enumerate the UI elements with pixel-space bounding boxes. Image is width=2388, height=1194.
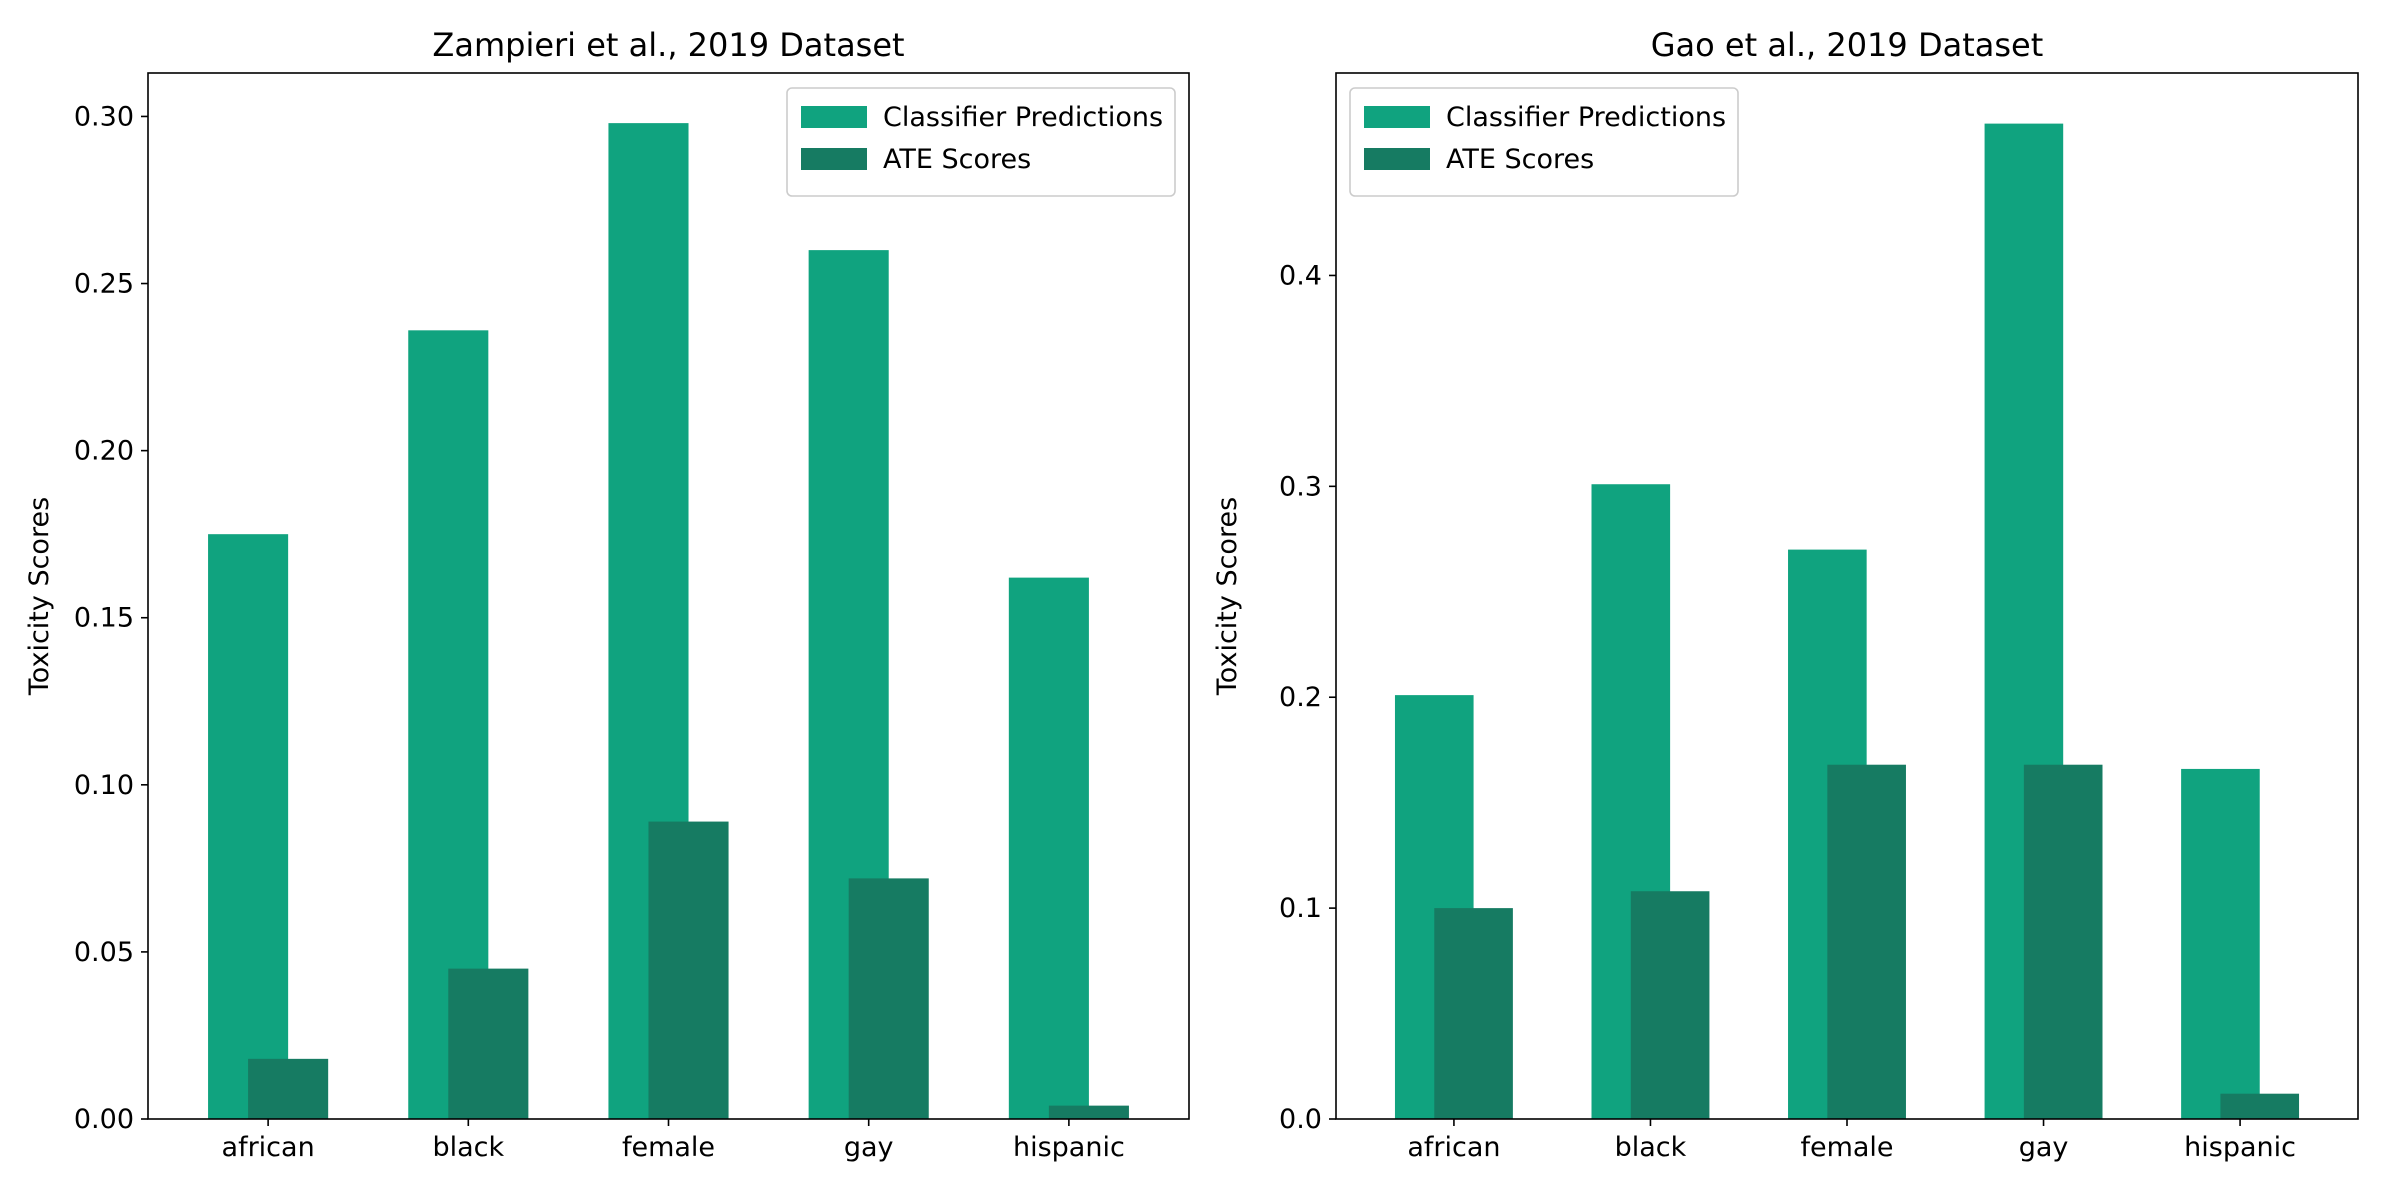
- bar-ate-scores-gay: [2023, 764, 2103, 1119]
- y-tick-label: 0.4: [1279, 260, 1322, 291]
- x-tick-label: gay: [844, 1132, 894, 1163]
- x-tick-label: african: [1407, 1132, 1500, 1163]
- y-tick-label: 0.3: [1279, 471, 1322, 502]
- y-tick-label: 0.10: [74, 770, 134, 801]
- x-tick-label: hispanic: [2184, 1132, 2296, 1163]
- y-tick-label: 0.00: [74, 1104, 134, 1135]
- legend-label: ATE Scores: [883, 144, 1031, 175]
- bar-ate-scores-hispanic: [1048, 1105, 1129, 1119]
- bar-ate-scores-african: [1434, 908, 1513, 1119]
- y-axis-label: Toxicity Scores: [1212, 497, 1243, 696]
- x-tick-label: black: [432, 1132, 504, 1163]
- bar-ate-scores-hispanic: [2220, 1093, 2300, 1119]
- y-tick-label: 0.2: [1279, 682, 1322, 713]
- y-tick-label: 0.1: [1279, 893, 1322, 924]
- legend-label: Classifier Predictions: [1446, 102, 1726, 133]
- x-tick-label: female: [1800, 1132, 1893, 1163]
- bar-classifier-predictions-african: [208, 534, 289, 1119]
- x-tick-label: hispanic: [1013, 1132, 1125, 1163]
- y-tick-label: 0.20: [74, 436, 134, 467]
- bar-ate-scores-black: [1630, 891, 1710, 1119]
- chart-title: Gao et al., 2019 Dataset: [1651, 26, 2044, 64]
- chart-title: Zampieri et al., 2019 Dataset: [432, 26, 904, 64]
- x-tick-label: african: [222, 1132, 315, 1163]
- legend-swatch: [801, 106, 867, 128]
- y-tick-label: 0.30: [74, 101, 134, 132]
- legend-box: [786, 87, 1176, 197]
- bar-classifier-predictions-hispanic: [1008, 577, 1089, 1119]
- bar-ate-scores-black: [448, 968, 529, 1119]
- legend-label: Classifier Predictions: [883, 102, 1163, 133]
- bar-classifier-predictions-hispanic: [2181, 768, 2260, 1119]
- bar-ate-scores-female: [1827, 764, 1906, 1119]
- x-tick-label: black: [1615, 1132, 1687, 1163]
- legend-swatch: [1364, 148, 1430, 170]
- bar-ate-scores-gay: [848, 878, 929, 1119]
- legend-box: [1349, 87, 1739, 197]
- legend-swatch: [801, 148, 867, 170]
- y-tick-label: 0.25: [74, 269, 134, 300]
- legend: Classifier Predictions ATE Scores: [1349, 87, 1739, 197]
- y-axis-label: Toxicity Scores: [24, 497, 55, 696]
- legend-swatch: [1364, 106, 1430, 128]
- x-tick-label: gay: [2019, 1132, 2069, 1163]
- legend: Classifier Predictions ATE Scores: [786, 87, 1176, 197]
- y-tick-label: 0.05: [74, 937, 134, 968]
- bar-ate-scores-female: [648, 821, 729, 1119]
- x-tick-label: female: [622, 1132, 715, 1163]
- chart-1: 0.00 0.05 0.10 0.15 0.20 0.25 0.30 african black…: [24, 26, 1190, 1163]
- chart-2: 0.0 0.1 0.2 0.3 0.4 african black female gay hisp…: [1212, 26, 2359, 1163]
- legend-label: ATE Scores: [1446, 144, 1594, 175]
- bar-ate-scores-african: [248, 1058, 329, 1119]
- y-tick-label: 0.15: [74, 603, 134, 634]
- y-tick-label: 0.0: [1279, 1104, 1322, 1135]
